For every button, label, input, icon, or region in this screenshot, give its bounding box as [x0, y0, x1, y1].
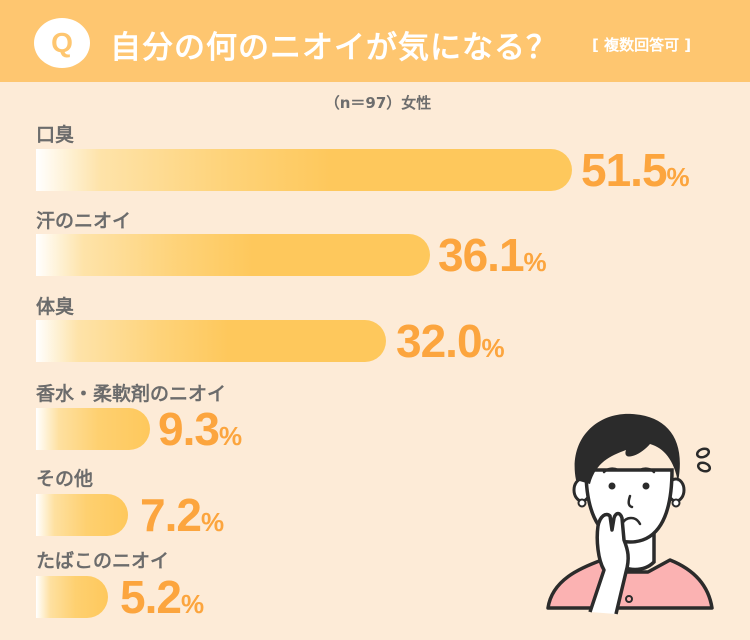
bar-value-bad-breath: 51.5%	[581, 144, 690, 196]
bar-label-body-odor: 体臭	[36, 296, 75, 318]
bar-label-bad-breath: 口臭	[36, 124, 75, 146]
bar-value-perfume-softener: 9.3%	[158, 403, 243, 455]
bar-perfume-softener	[36, 408, 150, 450]
bar-other	[36, 494, 128, 536]
bar-label-perfume-softener: 香水・柔軟剤のニオイ	[36, 383, 227, 405]
question-header: Q 自分の何のニオイが気になる？ [ 複数回答可 ]	[0, 0, 750, 82]
question-title: 自分の何のニオイが気になる？	[110, 30, 558, 66]
bar-sweat	[36, 234, 430, 276]
bar-label-tobacco: たばこのニオイ	[36, 550, 170, 572]
bar-label-other: その他	[36, 468, 94, 490]
q-badge-icon: Q	[34, 18, 90, 68]
bar-value-other: 7.2%	[140, 489, 225, 541]
bar-value-body-odor: 32.0%	[396, 315, 505, 367]
bar-label-sweat: 汗のニオイ	[36, 210, 132, 232]
bar-body-odor	[36, 320, 386, 362]
worried-woman-illustration	[546, 413, 714, 615]
bar-value-tobacco: 5.2%	[120, 571, 205, 623]
sample-size-label: （n＝97）女性	[324, 94, 432, 112]
bar-tobacco	[36, 576, 108, 618]
multiple-answer-note: [ 複数回答可 ]	[592, 36, 692, 54]
bar-bad-breath	[36, 149, 572, 191]
bar-value-sweat: 36.1%	[438, 229, 547, 281]
